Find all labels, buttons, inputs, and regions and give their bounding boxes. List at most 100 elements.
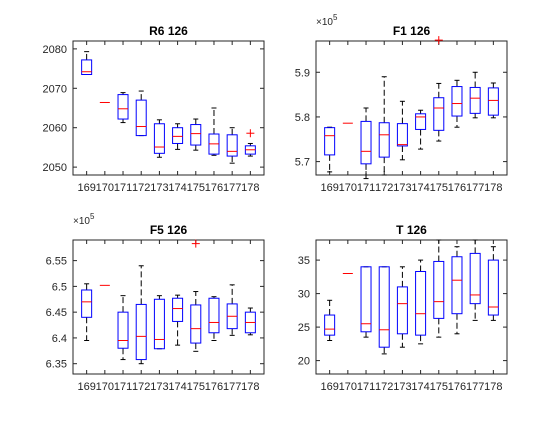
- x-tick-label: 171: [114, 182, 132, 194]
- box-173: [396, 100, 408, 161]
- box-175: [433, 82, 445, 142]
- box-174: [415, 109, 427, 150]
- box-171: [117, 92, 129, 124]
- box-177: [469, 71, 481, 119]
- x-tick-label: 173: [393, 381, 411, 393]
- iqr-box: [117, 311, 129, 349]
- iqr-box: [81, 59, 93, 76]
- iqr-box: [135, 303, 147, 361]
- box-171: [117, 295, 129, 361]
- box-169: [324, 299, 336, 341]
- box-171: [360, 266, 372, 338]
- box-178: [244, 142, 256, 157]
- box-177: [226, 127, 238, 164]
- x-tick-label: 169: [320, 381, 338, 393]
- x-tick-label: 177: [466, 381, 484, 393]
- iqr-box: [396, 286, 408, 335]
- x-tick-label: 170: [96, 182, 114, 194]
- x-tick-label: 177: [223, 182, 241, 194]
- box-177: [469, 239, 481, 321]
- y-tick-label: 5.7: [295, 157, 310, 169]
- x-tick-label: 170: [339, 182, 357, 194]
- y-exponent-power: 5: [333, 13, 338, 22]
- x-tick-label: 176: [205, 381, 223, 393]
- y-tick-label: 2060: [43, 123, 67, 135]
- chart-title: R6 126: [149, 24, 188, 38]
- y-tick-label: 2070: [43, 83, 67, 95]
- box-171: [360, 107, 372, 180]
- box-174: [172, 123, 184, 150]
- y-tick-label: 30: [298, 289, 310, 301]
- x-tick-label: 175: [430, 182, 448, 194]
- box-169: [81, 51, 93, 76]
- iqr-box: [415, 113, 427, 130]
- iqr-box: [378, 266, 390, 348]
- box-174: [172, 294, 184, 346]
- box-176: [451, 79, 463, 128]
- subplot-4: T 126 20 25 30 35 169 170 171 172 173 174 175 176 177…: [298, 223, 508, 393]
- y-exponent-power: 5: [90, 212, 95, 221]
- box-173: [396, 266, 408, 348]
- iqr-box: [135, 99, 147, 137]
- x-tick-label: 169: [77, 182, 95, 194]
- y-tick-label: 6.5: [52, 281, 67, 293]
- iqr-box: [487, 259, 499, 316]
- axes-frame: [72, 239, 265, 375]
- x-tick-label: 170: [339, 381, 357, 393]
- box-169: [81, 283, 93, 341]
- x-tick-label: 172: [132, 182, 150, 194]
- box-176: [208, 296, 220, 341]
- x-tick-label: 169: [77, 381, 95, 393]
- x-tick-label: 174: [411, 381, 429, 393]
- iqr-box: [396, 123, 408, 147]
- box-172: [378, 266, 390, 355]
- iqr-box: [324, 127, 336, 156]
- x-tick-label: 177: [223, 381, 241, 393]
- box-169: [324, 126, 336, 173]
- y-tick-label: 5.8: [295, 112, 310, 124]
- box-177: [226, 284, 238, 336]
- box-178: [487, 82, 499, 119]
- outlier-marker: [191, 239, 200, 248]
- iqr-box: [360, 266, 372, 333]
- x-tick-label: 173: [150, 381, 168, 393]
- iqr-box: [172, 127, 184, 144]
- box-172: [135, 90, 147, 137]
- y-tick-label: 5.9: [295, 67, 310, 79]
- y-exponent-label: ×105: [73, 212, 95, 227]
- x-tick-label: 175: [430, 381, 448, 393]
- iqr-box: [190, 304, 202, 344]
- x-tick-label: 176: [205, 182, 223, 194]
- x-tick-label: 176: [448, 182, 466, 194]
- iqr-box: [117, 94, 129, 120]
- iqr-box: [487, 87, 499, 116]
- x-tick-label: 178: [484, 381, 502, 393]
- box-174: [415, 259, 427, 345]
- y-tick-label: 2050: [43, 162, 67, 174]
- iqr-box: [324, 314, 336, 336]
- x-tick-label: 175: [187, 182, 205, 194]
- iqr-box: [378, 122, 390, 158]
- chart-title: F5 126: [150, 223, 188, 237]
- x-tick-label: 178: [241, 182, 259, 194]
- x-tick-label: 169: [320, 182, 338, 194]
- iqr-box: [208, 297, 220, 334]
- x-tick-label: 172: [132, 381, 150, 393]
- iqr-box: [226, 134, 238, 157]
- outlier-marker: [246, 129, 255, 138]
- iqr-box: [360, 120, 372, 165]
- chart-title: F1 126: [393, 24, 431, 38]
- iqr-box: [153, 298, 165, 350]
- iqr-box: [469, 86, 481, 114]
- x-tick-label: 172: [375, 182, 393, 194]
- iqr-box: [469, 252, 481, 305]
- box-175: [433, 239, 445, 338]
- iqr-box: [172, 297, 184, 322]
- y-tick-label: 35: [298, 255, 310, 267]
- subplot-2: F1 126 5.7 5.8 5.9 ×105 169 170 171 172 173 174 175…: [295, 13, 508, 194]
- box-176: [208, 107, 220, 156]
- iqr-box: [153, 123, 165, 154]
- y-tick-label: 6.45: [46, 307, 67, 319]
- box-178: [487, 246, 499, 321]
